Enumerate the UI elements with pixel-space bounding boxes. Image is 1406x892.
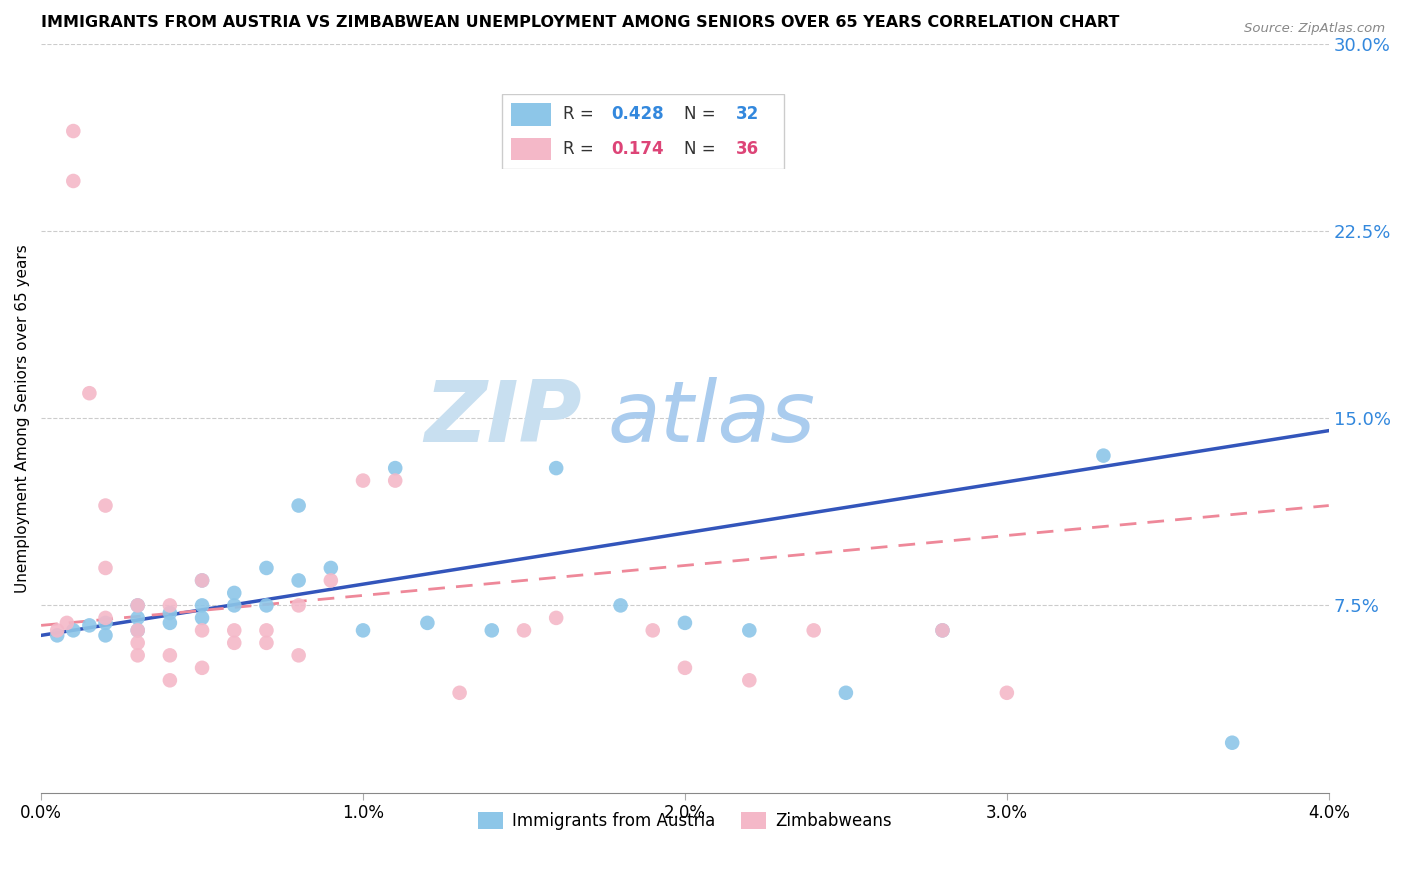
Point (191, 624, 214, 638)
Point (191, 661, 214, 675)
Point (319, 574, 342, 588)
Point (191, 574, 214, 588)
Point (191, 611, 214, 625)
Point (513, 624, 536, 638)
Point (995, 686, 1018, 700)
Point (159, 615, 181, 630)
Point (256, 561, 278, 575)
Point (1220, 736, 1243, 750)
Point (127, 636, 149, 650)
Point (1092, 449, 1115, 463)
Point (641, 624, 664, 638)
Point (224, 599, 246, 613)
Text: ZIP: ZIP (425, 376, 582, 459)
Point (62, 624, 84, 638)
Point (256, 599, 278, 613)
Point (127, 611, 149, 625)
Point (481, 624, 503, 638)
Text: R =: R = (562, 105, 593, 123)
Point (287, 648, 309, 663)
Text: 36: 36 (735, 140, 759, 158)
Point (352, 624, 374, 638)
Text: N =: N = (683, 140, 716, 158)
Point (803, 624, 825, 638)
Point (94, 611, 117, 625)
Point (159, 648, 181, 663)
Point (62, 174, 84, 188)
Point (931, 624, 953, 638)
Point (224, 586, 246, 600)
Point (546, 461, 568, 475)
Point (127, 624, 149, 638)
Point (546, 611, 568, 625)
FancyBboxPatch shape (502, 95, 785, 169)
Point (673, 661, 696, 675)
Point (352, 474, 374, 488)
Point (256, 636, 278, 650)
Point (384, 474, 406, 488)
Text: 32: 32 (735, 105, 759, 123)
Point (609, 599, 631, 613)
Text: N =: N = (683, 105, 716, 123)
Point (673, 615, 696, 630)
Point (384, 461, 406, 475)
Point (224, 636, 246, 650)
Point (62, 124, 84, 138)
Point (287, 599, 309, 613)
Text: R =: R = (562, 140, 593, 158)
Point (127, 599, 149, 613)
Text: atlas: atlas (607, 376, 815, 459)
Point (256, 624, 278, 638)
Point (191, 574, 214, 588)
FancyBboxPatch shape (510, 103, 551, 126)
Point (94, 628, 117, 642)
Text: IMMIGRANTS FROM AUSTRIA VS ZIMBABWEAN UNEMPLOYMENT AMONG SENIORS OVER 65 YEARS C: IMMIGRANTS FROM AUSTRIA VS ZIMBABWEAN UN… (41, 15, 1119, 30)
Y-axis label: Unemployment Among Seniors over 65 years: Unemployment Among Seniors over 65 years (15, 244, 30, 592)
Point (46, 624, 69, 638)
Point (287, 499, 309, 513)
Point (738, 673, 761, 688)
Point (319, 561, 342, 575)
Point (79, 386, 101, 401)
Point (931, 624, 953, 638)
Point (79, 618, 101, 632)
Point (127, 599, 149, 613)
Point (416, 615, 439, 630)
Point (127, 648, 149, 663)
Point (159, 606, 181, 620)
Point (159, 599, 181, 613)
Point (191, 599, 214, 613)
Point (159, 673, 181, 688)
Text: 0.428: 0.428 (612, 105, 664, 123)
Point (94, 561, 117, 575)
Point (46, 628, 69, 642)
Point (449, 686, 471, 700)
Text: Source: ZipAtlas.com: Source: ZipAtlas.com (1244, 22, 1385, 36)
Legend: Immigrants from Austria, Zimbabweans: Immigrants from Austria, Zimbabweans (471, 805, 898, 837)
Point (56, 615, 79, 630)
Text: 0.174: 0.174 (612, 140, 664, 158)
FancyBboxPatch shape (510, 137, 551, 161)
Point (835, 686, 858, 700)
Point (94, 615, 117, 630)
Point (127, 624, 149, 638)
Point (738, 624, 761, 638)
Point (224, 624, 246, 638)
Point (287, 574, 309, 588)
Point (94, 499, 117, 513)
